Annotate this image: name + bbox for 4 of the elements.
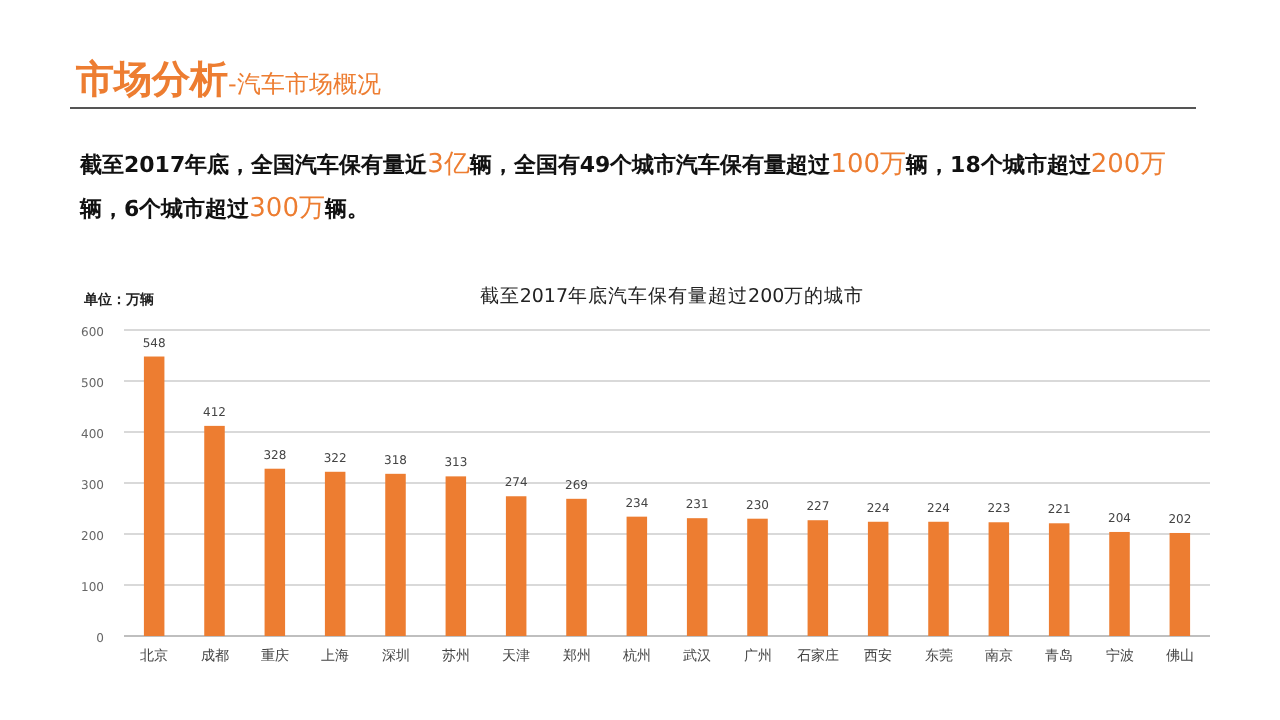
text: 截至2017年底，全国汽车保有量近3亿辆，全国有49个城市汽车保有量超过100万辆，18个城市超过200万辆，6个城市超过300万辆。 <box>80 150 1167 224</box>
text: 市场分析 <box>74 58 228 102</box>
chart-title: 截至2017年底汽车保有量超过200万的城市 <box>479 284 865 308</box>
text: -汽车市场概况 <box>228 70 381 98</box>
